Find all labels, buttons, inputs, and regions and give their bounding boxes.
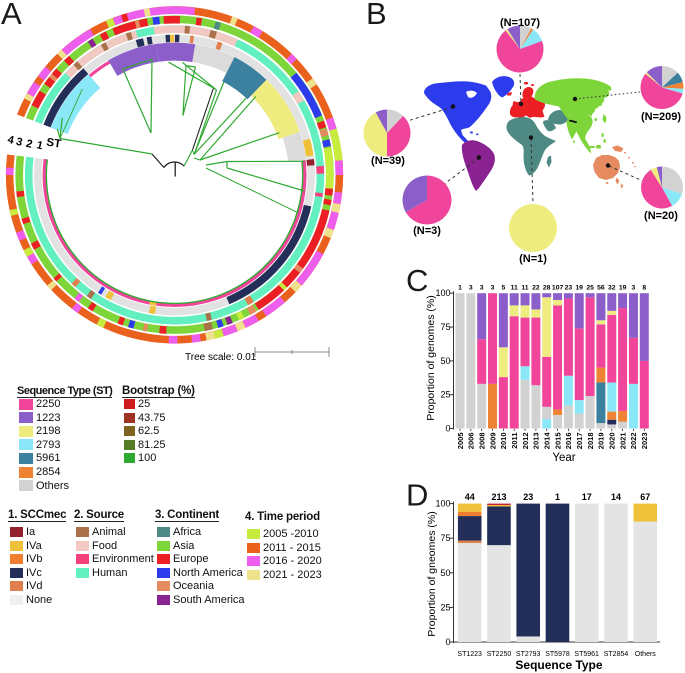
svg-text:2021: 2021 — [618, 433, 627, 450]
svg-text:23: 23 — [565, 285, 573, 292]
svg-text:ST5961: ST5961 — [574, 651, 599, 658]
svg-text:2012: 2012 — [521, 433, 530, 450]
svg-text:ST1223: ST1223 — [457, 651, 482, 658]
svg-text:213: 213 — [491, 492, 506, 502]
svg-text:2: 2 — [25, 138, 34, 151]
svg-text:2013: 2013 — [532, 433, 541, 450]
svg-text:8: 8 — [642, 285, 646, 292]
svg-text:22: 22 — [532, 285, 540, 292]
svg-text:ST2854: ST2854 — [604, 651, 629, 658]
svg-text:D: D — [406, 478, 428, 513]
svg-text:2011: 2011 — [510, 433, 519, 449]
svg-text:3: 3 — [491, 285, 495, 292]
svg-text:2018: 2018 — [586, 433, 595, 450]
svg-text:ST2793: ST2793 — [516, 651, 541, 658]
svg-text:2019: 2019 — [597, 433, 606, 450]
svg-text:5: 5 — [502, 285, 506, 292]
svg-text:1: 1 — [458, 285, 462, 292]
svg-text:3: 3 — [480, 285, 484, 292]
svg-text:(N=39): (N=39) — [371, 155, 405, 167]
svg-text:50: 50 — [440, 568, 450, 578]
svg-text:50: 50 — [440, 356, 450, 366]
svg-text:Proportion of gneomes (%): Proportion of gneomes (%) — [426, 511, 438, 636]
svg-text:3: 3 — [469, 285, 473, 292]
svg-text:19: 19 — [575, 285, 583, 292]
svg-text:2015: 2015 — [553, 433, 562, 450]
svg-text:2020: 2020 — [608, 433, 617, 450]
svg-text:3: 3 — [15, 136, 24, 149]
svg-text:100: 100 — [435, 499, 450, 509]
svg-text:107: 107 — [552, 285, 564, 292]
svg-text:4: 4 — [6, 134, 16, 147]
svg-text:44: 44 — [465, 492, 475, 502]
svg-text:17: 17 — [582, 492, 592, 502]
svg-text:25: 25 — [586, 285, 594, 292]
svg-text:23: 23 — [523, 492, 533, 502]
svg-text:2010: 2010 — [499, 433, 508, 450]
svg-text:11: 11 — [521, 285, 528, 292]
svg-text:25: 25 — [440, 602, 450, 612]
svg-text:1: 1 — [35, 139, 44, 152]
svg-text:Year: Year — [552, 452, 575, 464]
svg-text:25: 25 — [440, 390, 450, 400]
svg-text:Tree scale: 0.01: Tree scale: 0.01 — [185, 352, 257, 363]
svg-text:ST5978: ST5978 — [545, 651, 570, 658]
svg-text:14: 14 — [611, 492, 621, 502]
svg-text:(N=3): (N=3) — [413, 225, 441, 237]
svg-text:28: 28 — [543, 285, 551, 292]
svg-text:2006: 2006 — [467, 433, 476, 450]
svg-text:(N=107): (N=107) — [500, 17, 540, 29]
svg-text:2017: 2017 — [575, 433, 584, 450]
svg-text:(N=20): (N=20) — [644, 210, 678, 222]
svg-text:19: 19 — [619, 285, 627, 292]
svg-text:56: 56 — [597, 285, 605, 292]
svg-text:2022: 2022 — [629, 433, 638, 450]
svg-text:Proportion of genomes (%): Proportion of genomes (%) — [425, 295, 437, 420]
svg-text:Others: Others — [635, 651, 657, 658]
svg-text:2009: 2009 — [488, 433, 497, 450]
svg-text:67: 67 — [640, 492, 650, 502]
svg-text:75: 75 — [440, 533, 450, 543]
svg-text:0: 0 — [445, 424, 450, 434]
svg-text:3: 3 — [632, 285, 636, 292]
svg-text:2016: 2016 — [564, 433, 573, 450]
svg-text:0: 0 — [445, 637, 450, 647]
svg-text:2023: 2023 — [640, 433, 649, 450]
svg-text:1: 1 — [555, 492, 560, 502]
svg-text:(N=1): (N=1) — [519, 253, 547, 265]
svg-text:2005: 2005 — [456, 433, 465, 450]
svg-text:11: 11 — [511, 285, 518, 292]
svg-text:(N=209): (N=209) — [641, 111, 681, 123]
svg-text:Sequence Type: Sequence Type — [515, 658, 602, 672]
svg-text:2008: 2008 — [478, 433, 487, 450]
svg-text:ST2250: ST2250 — [487, 651, 512, 658]
svg-text:75: 75 — [440, 322, 450, 332]
svg-text:ST: ST — [46, 137, 62, 151]
svg-text:2014: 2014 — [543, 432, 552, 450]
svg-text:100: 100 — [435, 288, 450, 298]
svg-text:C: C — [406, 263, 428, 298]
svg-text:32: 32 — [608, 285, 616, 292]
